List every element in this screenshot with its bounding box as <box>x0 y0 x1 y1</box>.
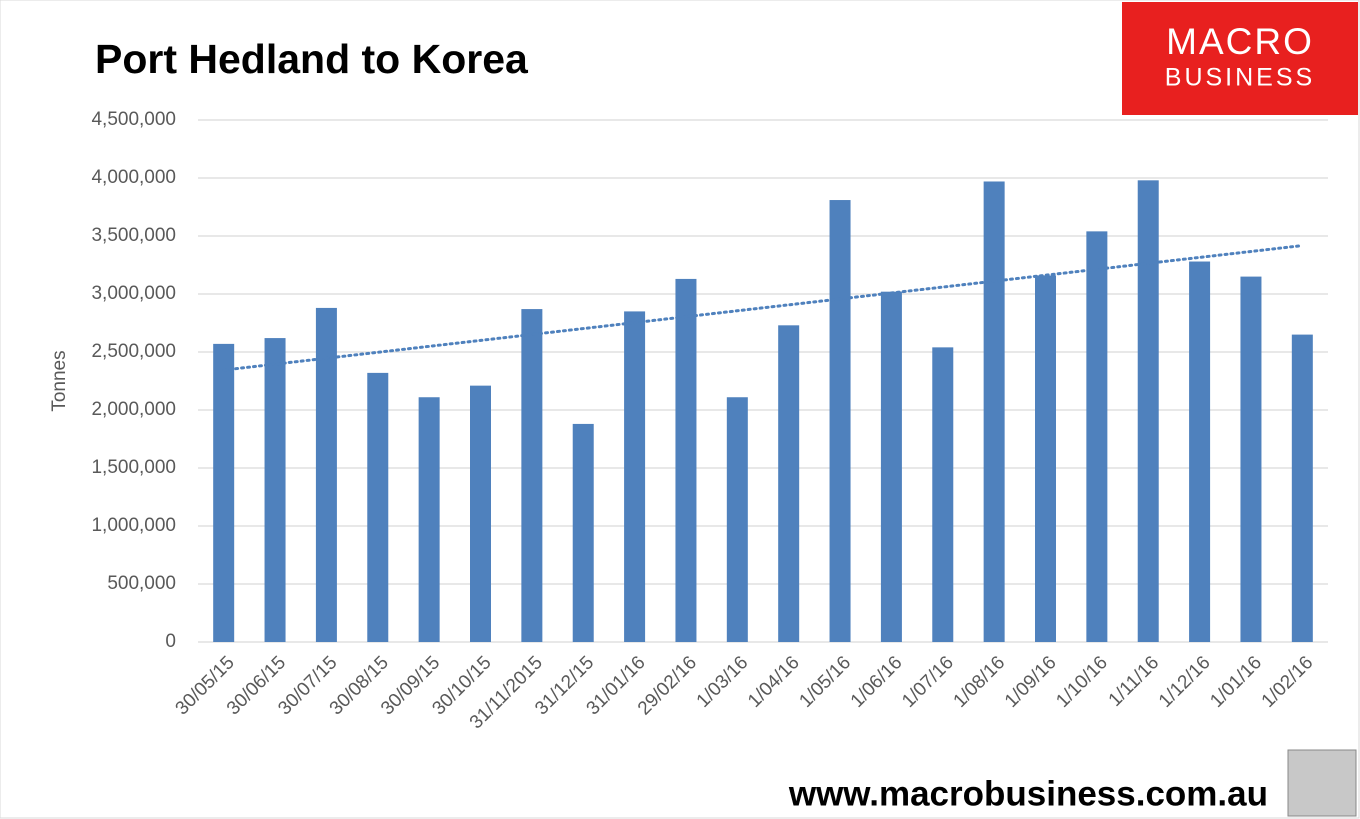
y-tick-label: 4,500,000 <box>91 109 176 130</box>
logo-text: BUSINESS <box>1165 64 1315 92</box>
y-tick-label: 1,000,000 <box>91 515 176 536</box>
y-axis-label: Tonnes <box>49 350 70 411</box>
trendline <box>222 244 1304 372</box>
y-tick-label: 1,500,000 <box>91 457 176 478</box>
chart-title: Port Hedland to Korea <box>95 36 529 82</box>
bar <box>1291 334 1313 642</box>
bar <box>213 343 235 642</box>
bar <box>675 278 697 642</box>
logo-text: MACRO <box>1166 21 1314 62</box>
bar <box>315 307 337 642</box>
bar <box>1189 261 1211 642</box>
bar <box>778 325 800 642</box>
bar <box>264 338 286 642</box>
footer-url: www.macrobusiness.com.au <box>788 774 1268 813</box>
bar <box>572 423 594 642</box>
bar <box>1035 275 1056 642</box>
logo-box <box>1122 2 1358 115</box>
bar <box>983 181 1005 643</box>
bar <box>829 200 851 643</box>
bar <box>624 311 646 642</box>
bar <box>1137 180 1159 642</box>
bar <box>1086 231 1108 643</box>
bar <box>367 372 389 642</box>
bar <box>1240 276 1262 642</box>
y-tick-label: 0 <box>165 631 176 652</box>
y-tick-label: 2,000,000 <box>91 399 176 420</box>
bar <box>521 309 543 642</box>
bar <box>726 397 748 642</box>
y-tick-label: 500,000 <box>107 573 176 594</box>
bar <box>932 347 954 642</box>
y-tick-label: 2,500,000 <box>91 341 176 362</box>
bar <box>470 385 491 642</box>
y-tick-label: 3,500,000 <box>91 225 176 246</box>
y-tick-label: 4,000,000 <box>91 167 176 188</box>
fox-icon <box>1287 749 1357 817</box>
y-tick-label: 3,000,000 <box>91 283 176 304</box>
bar <box>880 291 902 642</box>
bar <box>418 397 440 642</box>
